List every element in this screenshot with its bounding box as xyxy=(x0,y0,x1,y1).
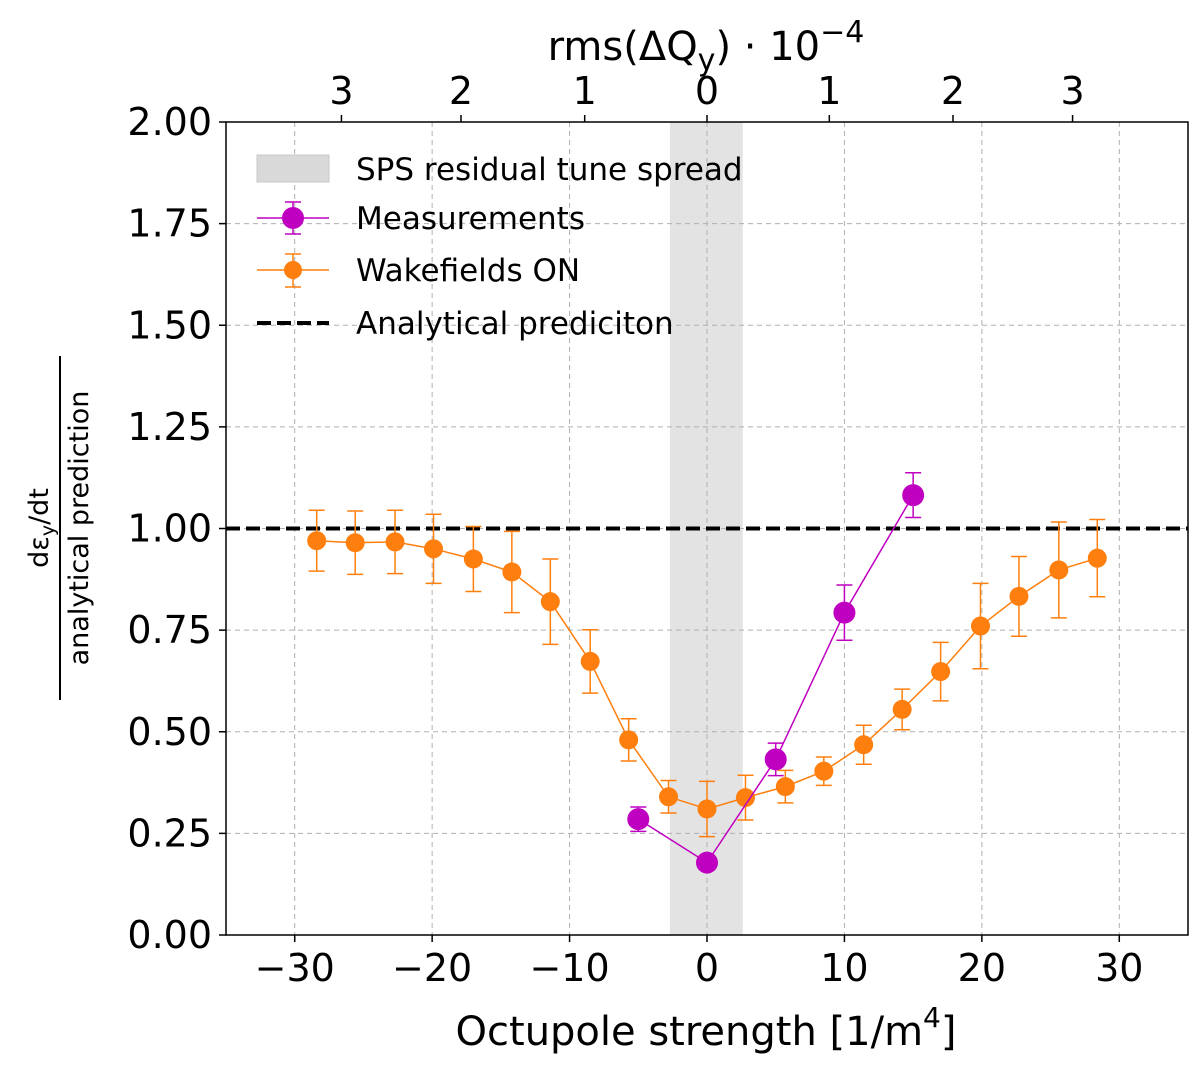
x-axis-label: Octupole strength [1/m4] xyxy=(456,1001,957,1055)
point-wakefields-on-13 xyxy=(814,761,834,781)
y-tick-label-6: 1.50 xyxy=(127,303,212,347)
point-wakefields-on-5 xyxy=(502,562,522,582)
top-tick-label-4: 1 xyxy=(817,69,841,113)
point-wakefields-on-8 xyxy=(619,730,639,750)
point-wakefields-on-7 xyxy=(580,651,600,671)
x-label-sup: 4 xyxy=(923,1001,941,1034)
y-label-denominator: analytical prediction xyxy=(64,391,95,666)
y-tick-label-7: 1.75 xyxy=(127,202,212,246)
x-tick-label-6: 30 xyxy=(1095,946,1143,990)
y-tick-label-0: 0.00 xyxy=(127,913,212,957)
point-measurements-2 xyxy=(764,748,787,771)
top-tick-label-0: 3 xyxy=(329,69,353,113)
point-wakefields-on-3 xyxy=(424,539,444,559)
point-wakefields-on-6 xyxy=(540,592,560,612)
point-measurements-0 xyxy=(627,808,650,831)
legend-marker-measurements xyxy=(282,207,304,229)
y-tick-label-5: 1.25 xyxy=(127,405,212,449)
top-label-sup: −4 xyxy=(820,15,864,50)
point-measurements-3 xyxy=(833,601,856,624)
y-tick-label-2: 0.50 xyxy=(127,710,212,754)
point-wakefields-on-4 xyxy=(463,549,483,569)
point-wakefields-on-17 xyxy=(970,616,990,636)
y-axis-label: dεy/dt analytical prediction xyxy=(24,356,95,700)
point-wakefields-on-12 xyxy=(775,777,795,797)
point-wakefields-on-20 xyxy=(1087,548,1107,568)
legend-label-band: SPS residual tune spread xyxy=(356,152,743,188)
point-wakefields-on-9 xyxy=(659,787,679,807)
x-label-end: ] xyxy=(941,1009,957,1055)
point-wakefields-on-2 xyxy=(385,532,405,552)
y-label-num-sub: y xyxy=(37,525,59,536)
top-tick-label-3: 0 xyxy=(695,69,719,113)
top-tick-label-6: 3 xyxy=(1060,69,1084,113)
top-axis-label: rms(ΔQy) · 10−4 xyxy=(548,15,865,78)
legend-label-wakefields: Wakefields ON xyxy=(356,253,580,289)
y-label-num-main: dε xyxy=(24,536,55,568)
legend-label-analytical: Analytical prediciton xyxy=(356,306,674,342)
series-wakefields-on xyxy=(307,509,1107,838)
legend-swatch-band xyxy=(256,154,330,183)
y-label-numerator: dεy/dt xyxy=(24,488,59,568)
point-measurements-1 xyxy=(696,851,718,874)
point-wakefields-on-19 xyxy=(1049,560,1069,580)
point-wakefields-on-14 xyxy=(854,735,874,755)
tick-layer: −30 −20 −10 0 10 20 300.000.250.500.751.001.25… xyxy=(127,69,1143,990)
y-tick-label-3: 0.75 xyxy=(127,608,212,652)
point-wakefields-on-11 xyxy=(735,788,755,808)
y-label-num-end: /dt xyxy=(24,488,55,525)
top-tick-label-5: 2 xyxy=(941,69,965,113)
y-tick-label-4: 1.00 xyxy=(127,507,212,551)
point-wakefields-on-10 xyxy=(697,799,717,819)
x-tick-label-1: −20 xyxy=(392,946,472,990)
point-measurements-4 xyxy=(902,484,925,507)
top-label-prefix: rms(ΔQ xyxy=(548,24,698,70)
x-tick-label-4: 10 xyxy=(820,946,868,990)
top-tick-label-2: 1 xyxy=(573,69,597,113)
x-tick-label-2: −10 xyxy=(529,946,609,990)
legend-marker-wakefields xyxy=(284,261,302,279)
series-layer xyxy=(307,472,1107,874)
top-tick-label-1: 2 xyxy=(449,69,473,113)
x-tick-label-3: 0 xyxy=(695,946,719,990)
point-wakefields-on-1 xyxy=(345,533,365,553)
y-tick-label-1: 0.25 xyxy=(127,811,212,855)
x-label-main: Octupole strength [1/m xyxy=(456,1009,924,1055)
y-tick-label-8: 2.00 xyxy=(127,100,212,144)
legend: SPS residual tune spread Measurements Wa… xyxy=(256,152,743,342)
point-wakefields-on-0 xyxy=(307,531,327,551)
series-measurements xyxy=(627,472,925,874)
legend-label-measurements: Measurements xyxy=(356,201,585,237)
top-label-sub: y xyxy=(698,43,716,78)
x-tick-label-5: 20 xyxy=(958,946,1006,990)
point-wakefields-on-16 xyxy=(931,662,951,682)
point-wakefields-on-18 xyxy=(1009,586,1029,606)
top-label-mid: ) · 10 xyxy=(715,24,820,70)
x-tick-label-0: −30 xyxy=(255,946,335,990)
point-wakefields-on-15 xyxy=(892,699,912,719)
